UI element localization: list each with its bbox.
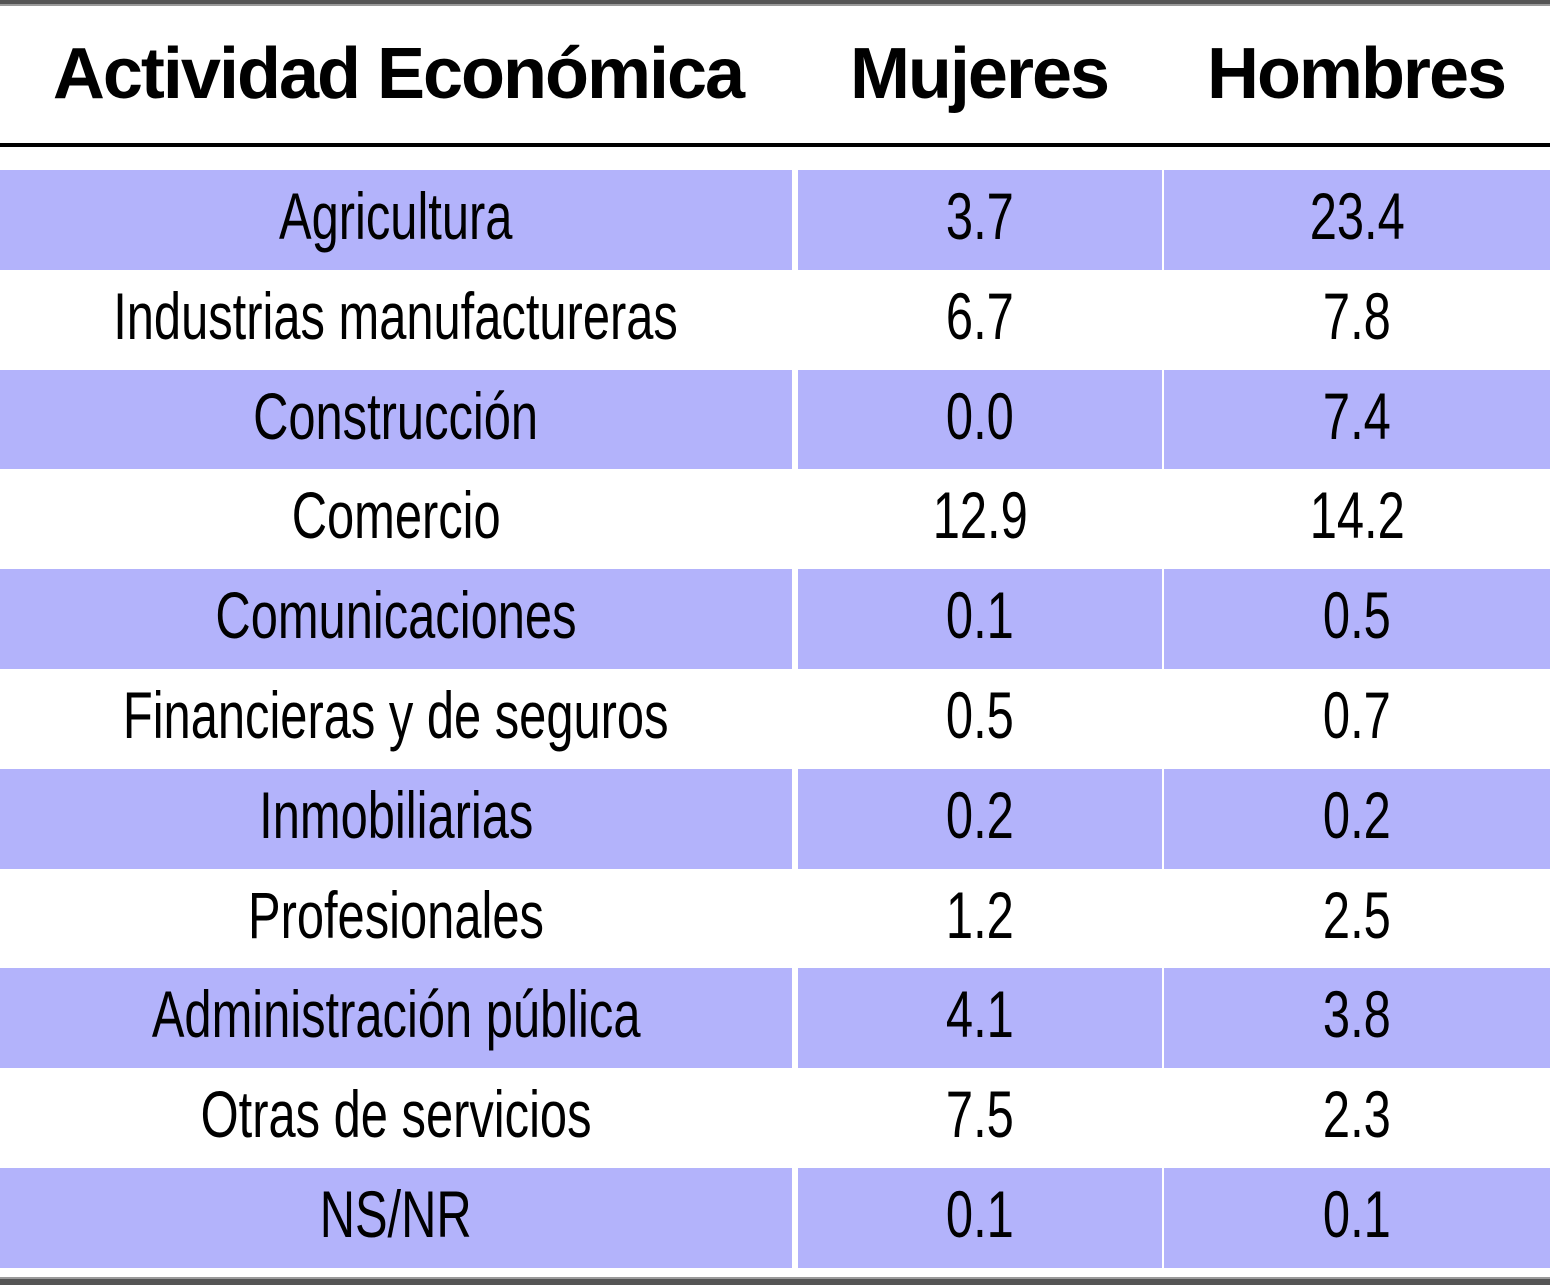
- hombres-cell: 0.1: [1164, 1167, 1550, 1268]
- table-header: Actividad Económica Mujeres Hombres: [0, 16, 1550, 132]
- table-body: Agricultura 3.7 23.4 Industrias manufact…: [0, 170, 1550, 1268]
- activity-cell: Profesionales: [248, 877, 544, 952]
- hombres-cell: 0.7: [1323, 677, 1391, 752]
- mujeres-cell: 0.0: [798, 369, 1162, 470]
- header-activity: Actividad Económica: [52, 34, 745, 114]
- mujeres-cell: 12.9: [932, 478, 1028, 553]
- table-row: Inmobiliarias 0.2 0.2: [0, 768, 1550, 869]
- activity-cell: Administración pública: [0, 968, 792, 1069]
- table-row: Administración pública 4.1 3.8: [0, 968, 1550, 1069]
- activity-cell: Comunicaciones: [0, 569, 792, 669]
- activity-cell: Comercio: [291, 478, 501, 553]
- table-row: Otras de servicios 7.5 2.3: [0, 1068, 1550, 1168]
- hombres-cell: 14.2: [1309, 478, 1405, 553]
- activity-cell: Financieras y de seguros: [123, 677, 669, 752]
- mujeres-cell: 0.5: [946, 677, 1014, 752]
- mujeres-cell: 4.1: [798, 968, 1162, 1069]
- mujeres-cell: 0.2: [798, 768, 1162, 869]
- activity-cell: Inmobiliarias: [0, 768, 792, 869]
- table-row: Profesionales 1.2 2.5: [0, 869, 1550, 969]
- hombres-cell: 23.4: [1164, 170, 1550, 270]
- activity-cell: Otras de servicios: [200, 1077, 592, 1152]
- header-mujeres: Mujeres: [849, 34, 1110, 114]
- table-row: Agricultura 3.7 23.4: [0, 170, 1550, 270]
- mujeres-cell: 1.2: [946, 877, 1014, 952]
- table-row: Industrias manufactureras 6.7 7.8: [0, 270, 1550, 370]
- mujeres-cell: 0.1: [798, 569, 1162, 669]
- hombres-cell: 3.8: [1164, 968, 1550, 1069]
- header-rule: [0, 143, 1550, 147]
- activity-cell: Construcción: [0, 369, 792, 470]
- hombres-cell: 2.5: [1323, 877, 1391, 952]
- table-row: Financieras y de seguros 0.5 0.7: [0, 669, 1550, 769]
- table-bottom-rule: [0, 1277, 1550, 1285]
- mujeres-cell: 7.5: [946, 1077, 1014, 1152]
- header-hombres: Hombres: [1206, 34, 1507, 114]
- mujeres-cell: 0.1: [798, 1167, 1162, 1268]
- activity-cell: Agricultura: [0, 170, 792, 270]
- hombres-cell: 0.2: [1164, 768, 1550, 869]
- hombres-cell: 2.3: [1323, 1077, 1391, 1152]
- table-row: Construcción 0.0 7.4: [0, 369, 1550, 470]
- mujeres-cell: 6.7: [946, 278, 1014, 353]
- activity-cell: Industrias manufactureras: [113, 278, 679, 353]
- table-row: Comercio 12.9 14.2: [0, 469, 1550, 569]
- hombres-cell: 7.4: [1164, 369, 1550, 470]
- hombres-cell: 7.8: [1323, 278, 1391, 353]
- hombres-cell: 0.5: [1164, 569, 1550, 669]
- table-row: NS/NR 0.1 0.1: [0, 1167, 1550, 1268]
- mujeres-cell: 3.7: [798, 170, 1162, 270]
- activity-cell: NS/NR: [0, 1167, 792, 1268]
- table-row: Comunicaciones 0.1 0.5: [0, 569, 1550, 669]
- table-top-rule: [0, 0, 1550, 6]
